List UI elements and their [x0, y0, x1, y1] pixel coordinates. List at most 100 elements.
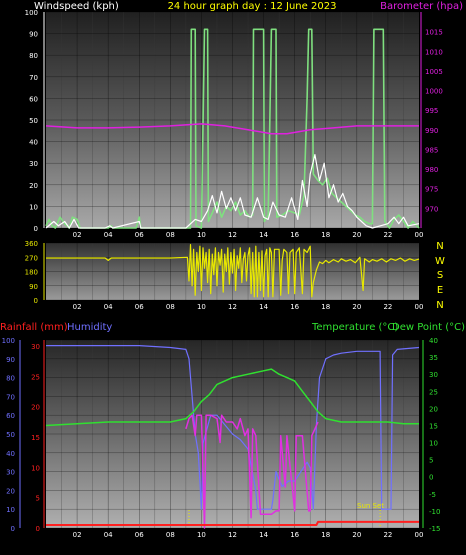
- humidity-tick-label: 30: [6, 469, 15, 477]
- wind-tick-label: 40: [29, 139, 38, 147]
- wind-series-line: [45, 154, 420, 229]
- dir-tick-label: 360: [25, 240, 38, 248]
- hour-tick-label: 00: [415, 303, 424, 311]
- rain-tick-label: 5: [36, 495, 40, 503]
- dir-tick-label: 0: [34, 297, 38, 305]
- dir-tick-label: 180: [25, 269, 38, 277]
- rainfall-axis-label: Rainfall (mm): [0, 322, 68, 333]
- hour-tick-label: 04: [104, 531, 113, 539]
- dewpoint-axis-label: Dew Point (°C): [392, 322, 465, 333]
- hour-tick-label: 00: [415, 231, 424, 239]
- hour-tick-label: 10: [197, 231, 206, 239]
- hour-tick-label: 18: [321, 303, 330, 311]
- hour-tick-label: 14: [259, 303, 268, 311]
- compass-s: S: [437, 270, 443, 281]
- humidity-tick-label: 10: [6, 506, 15, 514]
- humidity-tick-label: 50: [6, 431, 15, 439]
- hour-tick-label: 06: [135, 303, 144, 311]
- humidity-tick-label: 60: [6, 412, 15, 420]
- humidity-tick-label: 100: [2, 337, 15, 345]
- baro-tick-label: 1000: [425, 88, 443, 96]
- hour-tick-label: 02: [73, 231, 82, 239]
- hour-tick-label: 18: [321, 231, 330, 239]
- temp-tick-label: 0: [429, 474, 433, 482]
- hour-tick-label: 04: [104, 303, 113, 311]
- temperature-axis-label: Temperature (°C): [311, 322, 398, 333]
- wind-tick-label: 80: [29, 52, 38, 60]
- compass-n-bottom: N: [436, 300, 443, 311]
- hour-tick-label: 10: [197, 531, 206, 539]
- hour-tick-label: 10: [197, 303, 206, 311]
- rain-tick-label: 15: [31, 434, 40, 442]
- temp-tick-label: 35: [429, 354, 438, 362]
- humidity-tick-label: 20: [6, 487, 15, 495]
- hour-tick-label: 22: [383, 231, 392, 239]
- humidity-axis-label: Humidity: [67, 322, 112, 333]
- humidity-tick-label: 80: [6, 375, 15, 383]
- temp-tick-label: -5: [429, 491, 436, 499]
- wind-tick-label: 100: [25, 9, 38, 17]
- hour-tick-label: 08: [166, 531, 175, 539]
- rain-tick-label: 25: [31, 373, 40, 381]
- sunset-label: Sun Set: [357, 502, 384, 510]
- baro-tick-label: 980: [425, 166, 438, 174]
- dew-series-line: [185, 414, 319, 529]
- wind-tick-label: 50: [29, 117, 38, 125]
- series-layer: [45, 28, 420, 529]
- temp-tick-label: 40: [429, 337, 438, 345]
- wind-tick-label: 70: [29, 74, 38, 82]
- wind-tick-label: 30: [29, 160, 38, 168]
- hour-tick-label: 12: [228, 531, 237, 539]
- hour-tick-label: 08: [166, 303, 175, 311]
- baro-series-line: [45, 123, 419, 135]
- hour-tick-label: 12: [228, 303, 237, 311]
- baro-tick-label: 995: [425, 107, 438, 115]
- barometer-axis-label: Barometer (hpa): [380, 1, 463, 12]
- humidity-tick-label: 70: [6, 393, 15, 401]
- humidity-tick-label: 90: [6, 356, 15, 364]
- temp-tick-label: 25: [429, 388, 438, 396]
- wind-tick-label: 10: [29, 203, 38, 211]
- wind-tick-label: 90: [29, 31, 38, 39]
- wind-tick-label: 0: [34, 225, 38, 233]
- hour-tick-label: 02: [73, 303, 82, 311]
- baro-tick-label: 1015: [425, 29, 443, 37]
- hour-tick-label: 04: [104, 231, 113, 239]
- hour-tick-label: 12: [228, 231, 237, 239]
- hour-tick-label: 16: [290, 531, 299, 539]
- hour-tick-label: 18: [321, 531, 330, 539]
- hour-tick-label: 20: [352, 231, 361, 239]
- graph-title: 24 hour graph day : 12 June 2023: [168, 1, 337, 12]
- temp-tick-label: 30: [429, 371, 438, 379]
- compass-e: E: [437, 285, 443, 296]
- wind-tick-label: 60: [29, 95, 38, 103]
- rain-tick-label: 30: [31, 343, 40, 351]
- baro-tick-label: 985: [425, 146, 438, 154]
- rain-series-line: [46, 520, 419, 526]
- compass-labels: N W S E N: [435, 241, 445, 311]
- hour-tick-label: 14: [259, 531, 268, 539]
- temp-tick-label: -10: [429, 508, 440, 516]
- compass-w: W: [435, 256, 445, 267]
- baro-tick-label: 970: [425, 205, 438, 213]
- direction-series-line: [46, 244, 420, 298]
- hour-tick-label: 22: [383, 303, 392, 311]
- rain-tick-label: 0: [36, 525, 40, 533]
- baro-tick-label: 1010: [425, 48, 443, 56]
- temp-tick-label: 15: [429, 422, 438, 430]
- humidity-tick-label: 0: [11, 525, 15, 533]
- hour-tick-label: 16: [290, 231, 299, 239]
- windspeed-axis-label: Windspeed (kph): [34, 1, 119, 12]
- hour-tick-label: 20: [352, 303, 361, 311]
- rain-tick-label: 10: [31, 464, 40, 472]
- hour-tick-label: 08: [166, 231, 175, 239]
- temp-tick-label: 5: [429, 457, 433, 465]
- temp-series-line: [45, 368, 419, 427]
- temp-tick-label: 20: [429, 405, 438, 413]
- temp-tick-label: 10: [429, 440, 438, 448]
- baro-tick-label: 1005: [425, 68, 443, 76]
- humidity-series-line: [46, 345, 420, 510]
- humidity-tick-label: 40: [6, 450, 15, 458]
